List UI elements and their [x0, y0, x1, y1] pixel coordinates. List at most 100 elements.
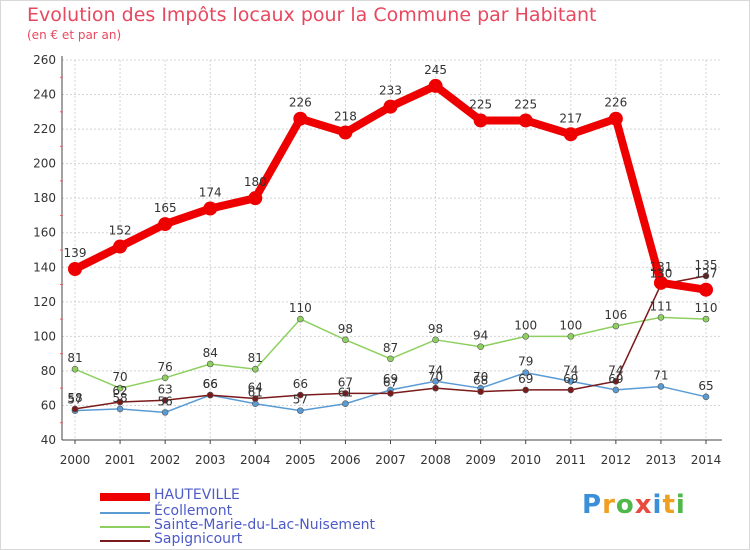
- axes: 40 60 80 100 120 140 160 180 200 220 240 260 2000 200…: [33, 53, 722, 467]
- data-label-0-2012: 226: [604, 96, 627, 110]
- data-label-1-2003: 66: [203, 377, 218, 391]
- legend-swatch-hauteville: [100, 493, 150, 501]
- point-0-2004: [248, 191, 263, 206]
- data-label-0-2000: 139: [64, 246, 87, 260]
- point-0-2003: [203, 201, 218, 216]
- legend-label-hauteville: HAUTEVILLE: [154, 487, 240, 503]
- data-label-3-2012: 74: [608, 363, 623, 377]
- point-3-2010: [522, 386, 530, 394]
- point-2-2011: [567, 333, 575, 340]
- point-2-2000: [71, 365, 79, 373]
- point-2-2010: [522, 333, 530, 340]
- point-2-2009: [477, 343, 484, 351]
- data-label-1-2010: 79: [518, 355, 533, 369]
- point-1-2014: [702, 393, 710, 401]
- point-2-2001: [116, 384, 124, 392]
- data-label-0-2007: 233: [379, 84, 402, 98]
- point-0-2001: [113, 239, 128, 254]
- data-label-1-2012: 69: [608, 372, 623, 386]
- legend-swatch-ecollemont: [100, 512, 150, 514]
- x-tick-label: 2002: [150, 453, 181, 467]
- point-1-2008: [432, 377, 439, 385]
- data-label-2-2006: 98: [338, 322, 353, 336]
- data-label-0-2009: 225: [469, 97, 492, 111]
- x-tick-label: 2012: [601, 453, 632, 467]
- point-2-2014: [702, 315, 710, 323]
- point-0-2005: [293, 111, 308, 126]
- data-label-2-2013: 111: [649, 299, 672, 313]
- x-tick-label: 2003: [195, 453, 226, 467]
- point-2-2007: [387, 355, 394, 363]
- data-label-3-2005: 66: [293, 377, 308, 391]
- point-1-2001: [116, 405, 124, 413]
- x-tick-label: 2008: [420, 453, 451, 467]
- y-tick-label: 140: [33, 260, 56, 274]
- y-tick-label: 260: [33, 53, 56, 67]
- x-tick-label: 2005: [285, 453, 316, 467]
- point-2-2003: [206, 360, 214, 368]
- data-label-2-2014: 110: [695, 301, 718, 315]
- y-tick-label: 40: [41, 433, 56, 447]
- data-label-0-2004: 180: [244, 175, 267, 189]
- point-3-2008: [432, 384, 439, 392]
- point-2-2012: [612, 322, 620, 330]
- data-label-0-2001: 152: [109, 224, 132, 238]
- data-label-1-2009: 70: [473, 370, 488, 384]
- data-label-2-2012: 106: [604, 308, 627, 322]
- chart-title: Evolution des Impôts locaux pour la Comm…: [27, 4, 597, 26]
- point-3-2006: [342, 390, 349, 397]
- point-0-2013: [653, 275, 668, 290]
- data-label-0-2010: 225: [514, 97, 537, 111]
- data-label-2-2008: 98: [428, 322, 443, 336]
- point-0-2009: [473, 113, 488, 128]
- data-label-3-2010: 69: [518, 372, 533, 386]
- x-tick-label: 2009: [465, 453, 496, 467]
- y-tick-label: 120: [33, 295, 56, 309]
- point-1-2012: [612, 386, 620, 394]
- point-1-2005: [297, 407, 304, 414]
- point-0-2010: [518, 113, 533, 128]
- data-label-0-2003: 174: [199, 186, 222, 200]
- data-label-1-2002: 56: [158, 394, 173, 408]
- point-2-2013: [657, 314, 665, 321]
- legend-swatch-sainte-marie: [100, 526, 150, 528]
- point-2-2006: [342, 336, 349, 344]
- data-label-2-2002: 76: [158, 360, 173, 374]
- legend-label-ecollemont: Écollemont: [154, 503, 233, 519]
- y-tick-label: 180: [33, 191, 56, 205]
- point-3-2012: [612, 377, 620, 385]
- point-3-2000: [71, 405, 79, 413]
- legend-label-sainte-marie: Sainte-Marie-du-Lac-Nuisement: [154, 517, 376, 533]
- point-1-2013: [657, 383, 665, 390]
- x-tick-label: 2010: [510, 453, 541, 467]
- point-3-2002: [161, 396, 169, 404]
- point-1-2011: [567, 377, 575, 385]
- point-0-2014: [699, 282, 713, 297]
- data-label-1-2004: 61: [248, 386, 263, 400]
- point-0-2002: [158, 217, 173, 232]
- x-tick-label: 2007: [375, 453, 406, 467]
- x-tick-label: 2011: [556, 453, 587, 467]
- data-label-2-2000: 81: [67, 351, 82, 365]
- point-0-2007: [383, 99, 398, 114]
- y-tick-label: 200: [33, 157, 56, 171]
- data-label-3-2000: 58: [67, 391, 82, 405]
- data-label-3-2002: 63: [158, 382, 173, 396]
- data-label-1-2014: 65: [698, 379, 713, 393]
- y-tick-label: 160: [33, 226, 56, 240]
- data-label-0-2005: 226: [289, 96, 312, 110]
- point-0-2006: [338, 125, 353, 140]
- point-3-2003: [206, 391, 214, 399]
- data-label-0-2008: 245: [424, 63, 447, 77]
- data-label-3-2006: 67: [338, 375, 353, 389]
- point-2-2008: [432, 336, 439, 344]
- data-label-0-2013: 131: [649, 260, 672, 274]
- point-3-2011: [567, 386, 575, 394]
- data-label-2-2010: 100: [514, 318, 537, 332]
- data-label-1-2007: 69: [383, 372, 398, 386]
- point-0-2000: [68, 262, 82, 276]
- x-tick-label: 2006: [330, 453, 361, 467]
- data-label-3-2013: 130: [649, 267, 672, 281]
- data-label-2-2011: 100: [559, 318, 582, 332]
